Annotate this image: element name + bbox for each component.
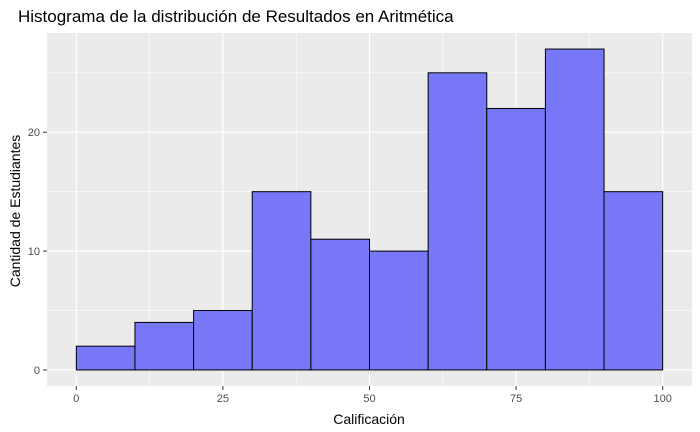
- histogram-bar-9: [544, 48, 605, 371]
- x-tick-label: 75: [510, 393, 522, 405]
- y-axis-title: Cantidad de Estudiantes: [7, 135, 23, 288]
- histogram-bar-4: [251, 191, 312, 371]
- x-tick-label: 25: [217, 393, 229, 405]
- histogram-bar-5: [310, 238, 371, 371]
- histogram-bar-6: [369, 250, 429, 371]
- histogram-bar-7: [427, 72, 488, 371]
- histogram-bars: [75, 48, 664, 371]
- histogram-bar-1: [75, 345, 136, 371]
- x-axis-title: Calificación: [333, 411, 405, 427]
- y-tick-label: 0: [34, 365, 40, 377]
- x-tick-label: 50: [363, 393, 375, 405]
- y-axis-ticks: 0 10 20: [28, 127, 47, 377]
- histogram-bar-3: [193, 310, 253, 371]
- x-axis-ticks: 0 25 50 75 100: [73, 386, 672, 405]
- x-tick-label: 0: [73, 393, 79, 405]
- y-tick-label: 20: [28, 127, 40, 139]
- y-tick-label: 10: [28, 246, 40, 258]
- histogram-bar-8: [486, 107, 546, 371]
- histogram-bar-10: [603, 191, 664, 371]
- x-tick-label: 100: [654, 393, 672, 405]
- histogram-bar-2: [134, 321, 195, 371]
- chart-title: Histograma de la distribución de Resulta…: [18, 7, 454, 26]
